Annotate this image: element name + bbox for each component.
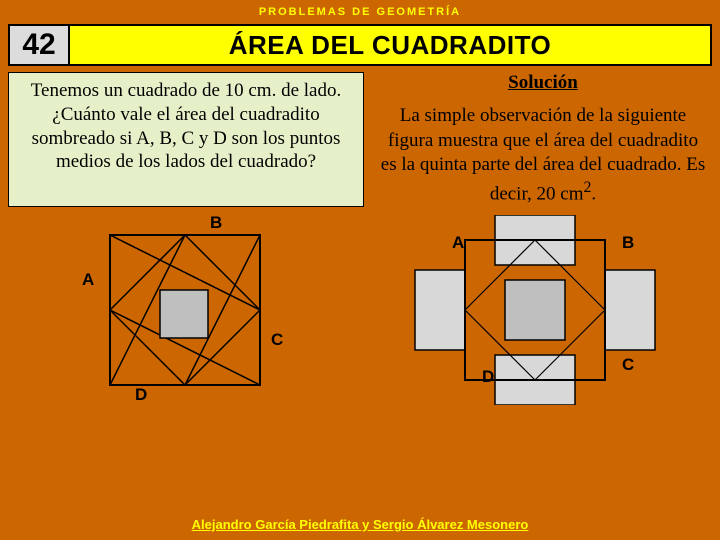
- problem-title: ÁREA DEL CUADRADITO: [70, 26, 710, 64]
- fig2-label-A: A: [452, 233, 464, 253]
- fig2-label-D: D: [482, 367, 494, 387]
- figure-problem: A B C D: [60, 215, 320, 405]
- solution-text: La simple observación de la siguiente fi…: [374, 104, 712, 207]
- figure2-svg: [400, 215, 660, 405]
- footer-credits: Alejandro García Piedrafita y Sergio Álv…: [0, 517, 720, 532]
- figures-row: A B C D A B C D: [0, 215, 720, 405]
- problem-statement: Tenemos un cuadrado de 10 cm. de lado. ¿…: [8, 72, 364, 207]
- fig1-label-A: A: [82, 270, 94, 290]
- problem-number: 42: [10, 26, 70, 64]
- figure-solution: A B C D: [400, 215, 660, 405]
- solution-column: Solución La simple observación de la sig…: [374, 72, 712, 207]
- solution-heading: Solución: [374, 72, 712, 94]
- title-bar: 42 ÁREA DEL CUADRADITO: [8, 24, 712, 66]
- figure1-svg: [60, 215, 320, 405]
- category-header: PROBLEMAS DE GEOMETRÍA: [0, 0, 720, 24]
- fig2-label-B: B: [622, 233, 634, 253]
- content-row: Tenemos un cuadrado de 10 cm. de lado. ¿…: [8, 72, 712, 207]
- fig1-label-C: C: [271, 330, 283, 350]
- fig2-label-C: C: [622, 355, 634, 375]
- fig1-label-D: D: [135, 385, 147, 405]
- fig1-label-B: B: [210, 213, 222, 233]
